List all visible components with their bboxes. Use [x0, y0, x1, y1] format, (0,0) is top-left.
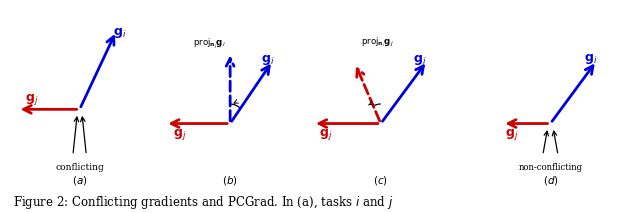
Text: $\mathbf{g}_{i}$: $\mathbf{g}_{i}$: [113, 26, 127, 40]
Text: $\mathbf{g}_{i}$: $\mathbf{g}_{i}$: [413, 53, 426, 68]
Text: $(a)$: $(a)$: [72, 174, 88, 187]
FancyArrowPatch shape: [227, 58, 234, 121]
Text: conflicting: conflicting: [55, 163, 104, 172]
Text: $\mathbf{g}_{i}$: $\mathbf{g}_{i}$: [584, 52, 597, 66]
Text: $(b)$: $(b)$: [222, 174, 238, 187]
FancyArrowPatch shape: [356, 69, 380, 121]
Text: $\mathbf{g}_{j}$: $\mathbf{g}_{j}$: [505, 127, 519, 142]
Text: $(c)$: $(c)$: [373, 174, 388, 187]
Text: $\mathbf{g}_{j}$: $\mathbf{g}_{j}$: [25, 92, 38, 107]
Text: $\mathrm{proj}_{\mathbf{n}_{j}}\mathbf{g}_{i}$: $\mathrm{proj}_{\mathbf{n}_{j}}\mathbf{g…: [193, 36, 225, 51]
Text: $(d)$: $(d)$: [543, 174, 558, 187]
Text: $\mathbf{g}_{i}$: $\mathbf{g}_{i}$: [260, 53, 274, 68]
Text: non-conflicting: non-conflicting: [518, 163, 582, 172]
Text: $\mathbf{g}_{j}$: $\mathbf{g}_{j}$: [319, 127, 332, 142]
Text: Figure 2: Conflicting gradients and PCGrad. In (a), tasks $i$ and $j$: Figure 2: Conflicting gradients and PCGr…: [13, 194, 393, 211]
Text: $\mathbf{g}_{j}$: $\mathbf{g}_{j}$: [173, 127, 187, 142]
Text: $\mathrm{proj}_{\mathbf{n}_{i}}\mathbf{g}_{j}$: $\mathrm{proj}_{\mathbf{n}_{i}}\mathbf{g…: [362, 35, 394, 49]
